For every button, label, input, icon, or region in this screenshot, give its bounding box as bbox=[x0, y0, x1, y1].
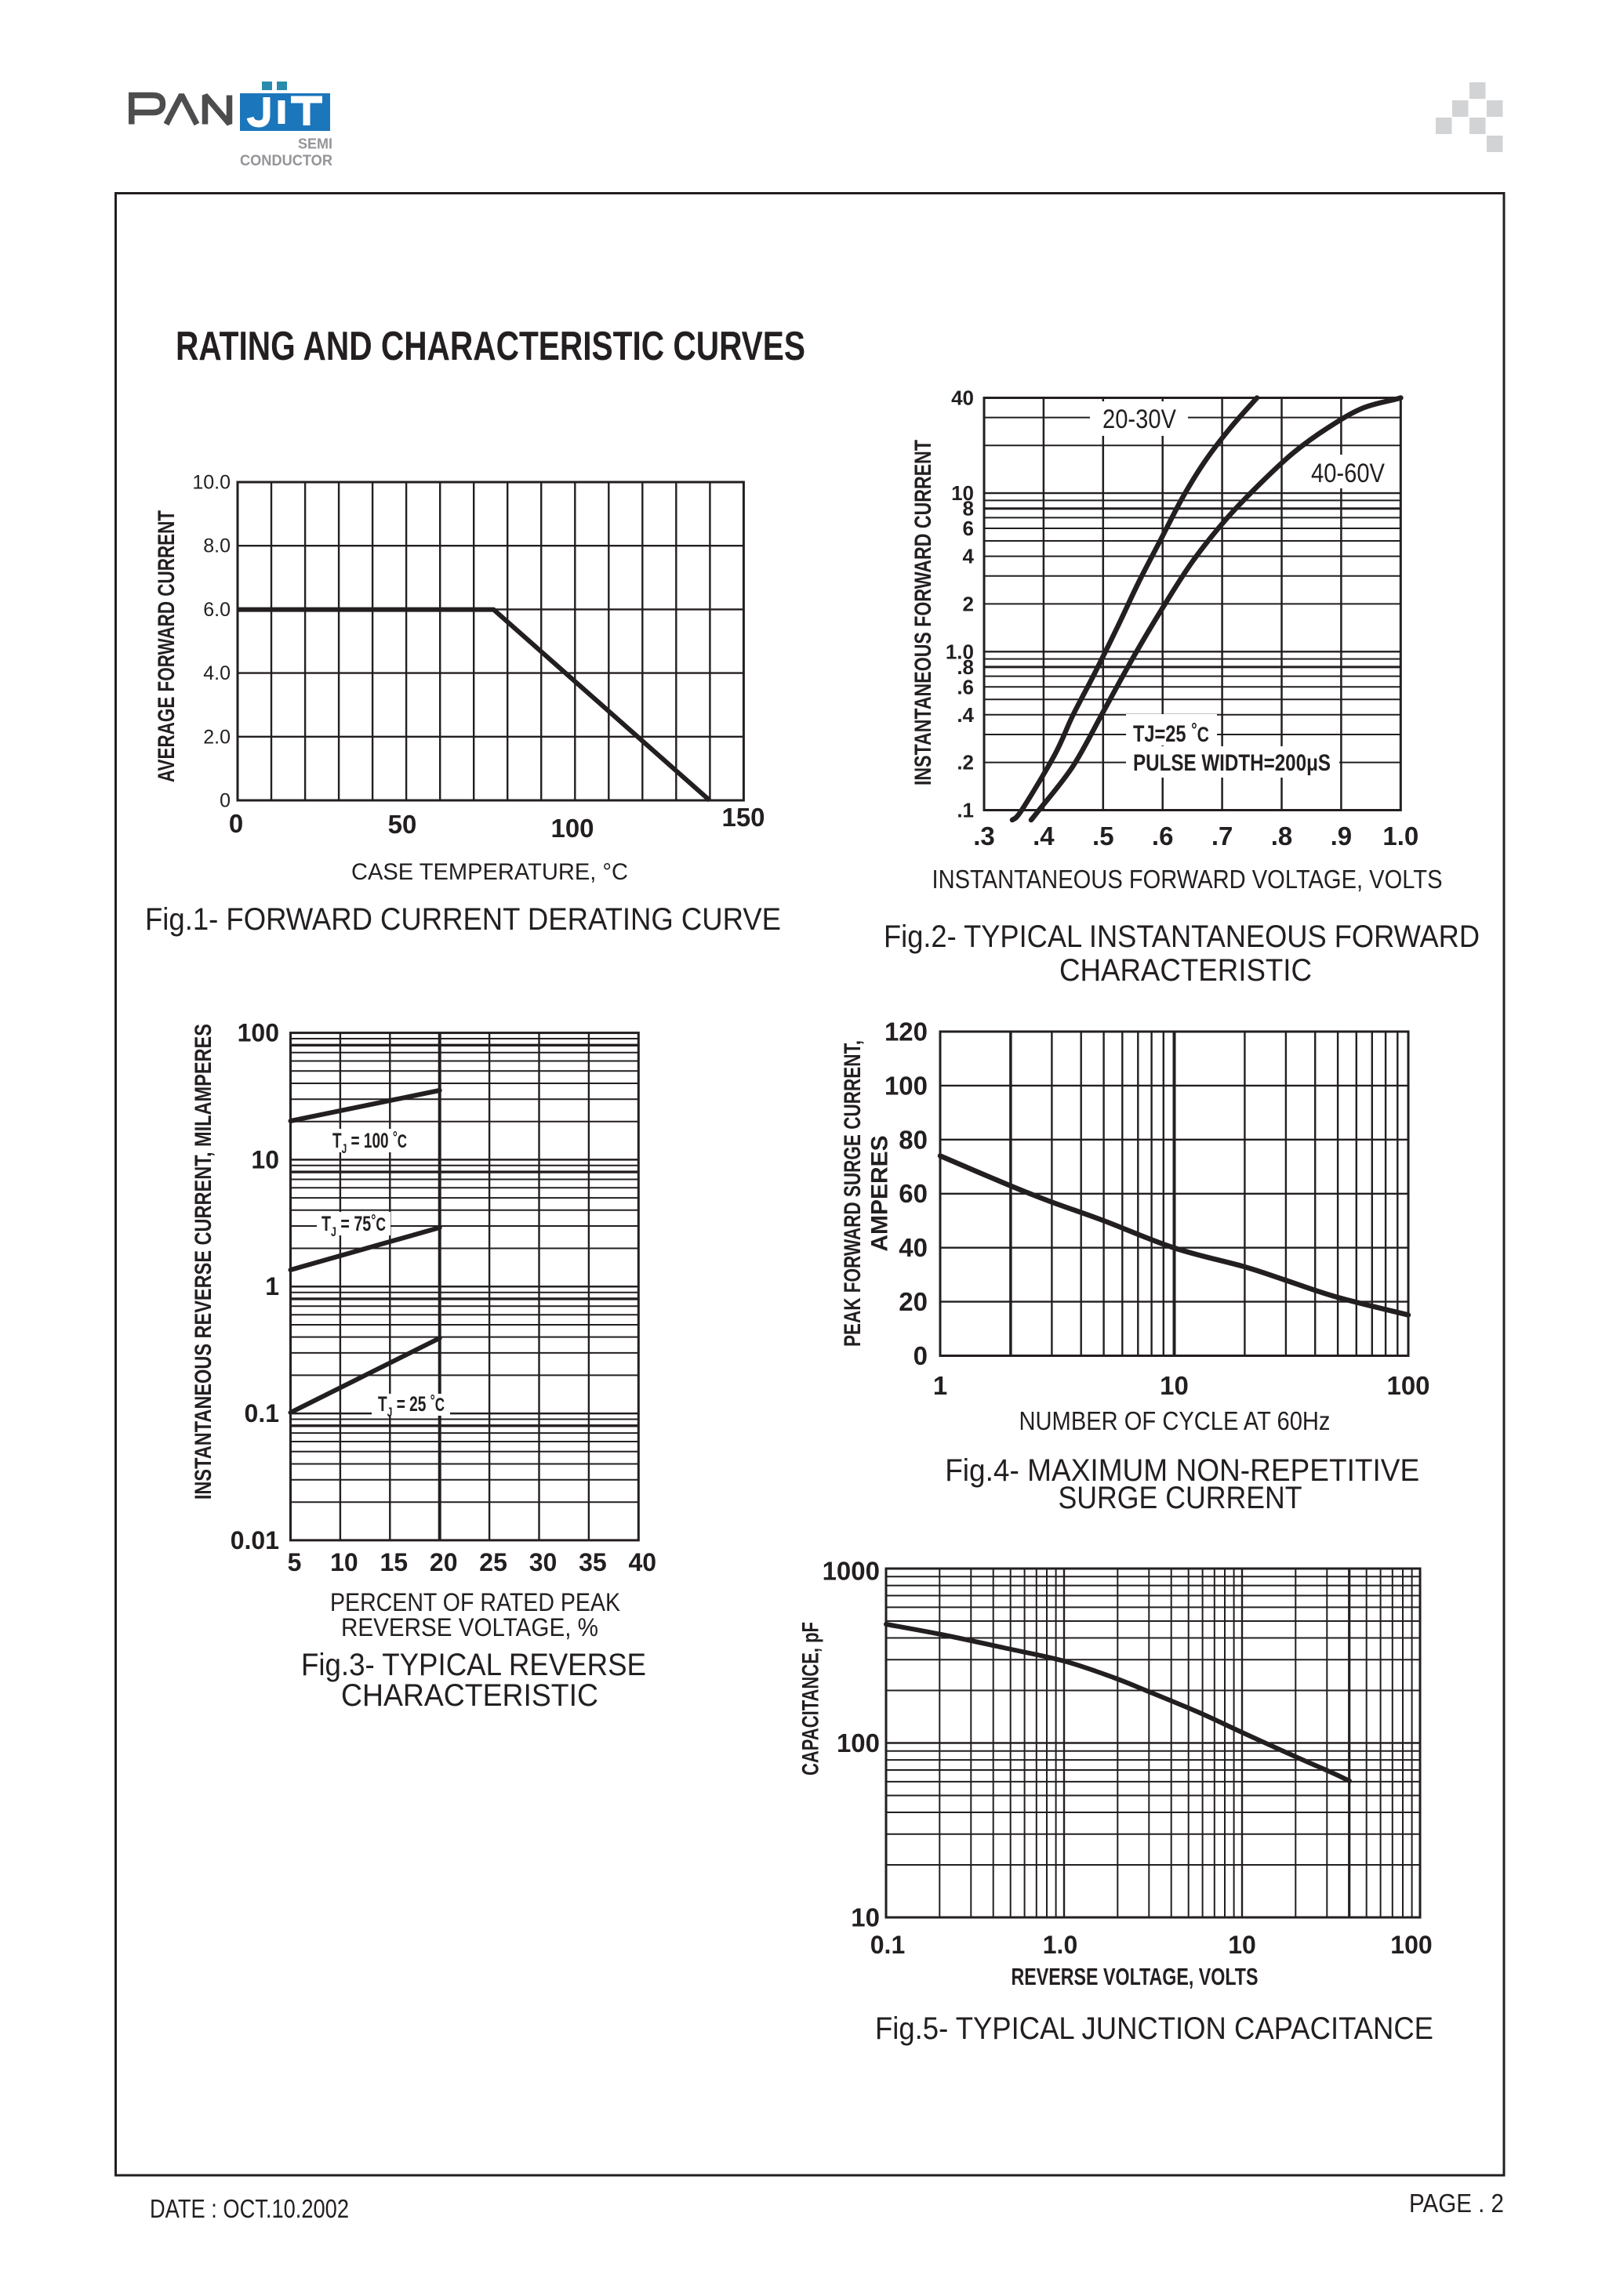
svg-text:150: 150 bbox=[721, 803, 765, 832]
svg-text:20: 20 bbox=[899, 1287, 928, 1316]
svg-text:PERCENT OF RATED PEAK: PERCENT OF RATED PEAK bbox=[330, 1588, 620, 1616]
svg-text:PULSE WIDTH=200μS: PULSE WIDTH=200μS bbox=[1133, 750, 1331, 776]
svg-text:0.1: 0.1 bbox=[245, 1399, 279, 1427]
svg-text:.1: .1 bbox=[957, 799, 974, 822]
svg-text:10: 10 bbox=[1160, 1371, 1189, 1400]
svg-text:4: 4 bbox=[963, 545, 975, 568]
svg-text:Fig.1- FORWARD CURRENT DERATIN: Fig.1- FORWARD CURRENT DERATING CURVE bbox=[145, 902, 781, 937]
svg-text:REVERSE VOLTAGE, VOLTS: REVERSE VOLTAGE, VOLTS bbox=[1012, 1963, 1259, 1990]
svg-text:0: 0 bbox=[914, 1341, 928, 1370]
svg-text:100: 100 bbox=[837, 1728, 880, 1757]
svg-text:25: 25 bbox=[479, 1548, 507, 1576]
svg-text:1000: 1000 bbox=[823, 1557, 880, 1586]
svg-text:INSTANTANEOUS FORWARD VOLTAGE,: INSTANTANEOUS FORWARD VOLTAGE, VOLTS bbox=[932, 865, 1443, 894]
svg-text:1: 1 bbox=[265, 1272, 279, 1300]
svg-text:10: 10 bbox=[251, 1145, 279, 1173]
svg-text:10: 10 bbox=[851, 1903, 880, 1932]
svg-text:Fig.3- TYPICAL REVERSE: Fig.3- TYPICAL REVERSE bbox=[301, 1648, 646, 1682]
svg-text:40-60V: 40-60V bbox=[1311, 459, 1385, 488]
svg-text:20-30V: 20-30V bbox=[1102, 404, 1176, 434]
svg-text:CHARACTERISTIC: CHARACTERISTIC bbox=[1059, 953, 1312, 988]
svg-text:.2: .2 bbox=[957, 751, 974, 774]
svg-text:40: 40 bbox=[899, 1233, 928, 1262]
svg-text:.7: .7 bbox=[1211, 822, 1233, 851]
svg-text:.4: .4 bbox=[957, 703, 974, 727]
svg-text:SEMI: SEMI bbox=[298, 136, 332, 152]
svg-text:100: 100 bbox=[550, 814, 594, 843]
svg-text:10: 10 bbox=[951, 481, 974, 505]
svg-text:60: 60 bbox=[899, 1179, 928, 1208]
svg-text:15: 15 bbox=[380, 1548, 409, 1576]
svg-text:INSTANTANEOUS FORWARD CURRENT: INSTANTANEOUS FORWARD CURRENT bbox=[910, 440, 936, 785]
svg-text:NUMBER OF CYCLE AT 60Hz: NUMBER OF CYCLE AT 60Hz bbox=[1019, 1406, 1331, 1435]
svg-text:SURGE CURRENT: SURGE CURRENT bbox=[1059, 1481, 1302, 1515]
svg-text:100: 100 bbox=[884, 1071, 928, 1100]
svg-text:2: 2 bbox=[963, 593, 974, 616]
svg-text:0: 0 bbox=[220, 790, 231, 812]
svg-text:CASE TEMPERATURE, °C: CASE TEMPERATURE, °C bbox=[351, 859, 628, 885]
svg-text:.6: .6 bbox=[1152, 822, 1174, 851]
svg-text:2.0: 2.0 bbox=[203, 726, 231, 748]
svg-text:INSTANTANEOUS REVERSE CURRENT,: INSTANTANEOUS REVERSE CURRENT, MILAMPERE… bbox=[191, 1024, 216, 1500]
svg-text:40: 40 bbox=[951, 386, 974, 410]
svg-text:100: 100 bbox=[1386, 1371, 1429, 1400]
svg-text:CONDUCTOR: CONDUCTOR bbox=[240, 153, 332, 169]
svg-text:10.0: 10.0 bbox=[192, 472, 231, 494]
svg-text:TJ=25 °C: TJ=25 °C bbox=[1133, 720, 1209, 747]
svg-text:40: 40 bbox=[629, 1548, 657, 1576]
svg-text:AMPERES: AMPERES bbox=[867, 1135, 893, 1251]
svg-text:Fig.4- MAXIMUM NON-REPETITIVE: Fig.4- MAXIMUM NON-REPETITIVE bbox=[945, 1453, 1419, 1488]
svg-text:RATING AND CHARACTERISTIC CURV: RATING AND CHARACTERISTIC CURVES bbox=[176, 324, 805, 369]
svg-text:100: 100 bbox=[1390, 1931, 1432, 1959]
svg-text:1: 1 bbox=[933, 1371, 947, 1400]
svg-text:1.0: 1.0 bbox=[1043, 1931, 1077, 1959]
svg-text:8.0: 8.0 bbox=[203, 535, 231, 557]
svg-text:0: 0 bbox=[229, 809, 243, 838]
svg-text:20: 20 bbox=[430, 1548, 458, 1576]
svg-text:PEAK FORWARD SURGE CURRENT,: PEAK FORWARD SURGE CURRENT, bbox=[840, 1040, 866, 1347]
svg-text:100: 100 bbox=[238, 1019, 279, 1047]
svg-text:10: 10 bbox=[1228, 1931, 1256, 1959]
svg-text:.9: .9 bbox=[1331, 822, 1353, 851]
svg-text:6: 6 bbox=[963, 517, 974, 540]
svg-text:4.0: 4.0 bbox=[203, 662, 231, 684]
svg-text:1.0: 1.0 bbox=[1382, 822, 1418, 851]
svg-text:0.01: 0.01 bbox=[231, 1526, 279, 1554]
svg-text:DATE : OCT.10.2002: DATE : OCT.10.2002 bbox=[150, 2194, 349, 2223]
svg-text:8: 8 bbox=[963, 497, 974, 520]
svg-text:.3: .3 bbox=[973, 822, 995, 851]
svg-text:0.1: 0.1 bbox=[870, 1931, 905, 1959]
svg-text:.5: .5 bbox=[1092, 822, 1114, 851]
svg-text:1.0: 1.0 bbox=[946, 640, 974, 663]
svg-text:.8: .8 bbox=[957, 655, 974, 679]
svg-text:PAGE . 2: PAGE . 2 bbox=[1409, 2189, 1504, 2218]
svg-text:120: 120 bbox=[884, 1017, 928, 1046]
svg-text:80: 80 bbox=[899, 1125, 928, 1154]
svg-text:.6: .6 bbox=[957, 675, 974, 698]
svg-text:Fig.2- TYPICAL INSTANTANEOUS F: Fig.2- TYPICAL INSTANTANEOUS FORWARD bbox=[884, 919, 1480, 954]
svg-text:30: 30 bbox=[529, 1548, 558, 1576]
svg-text:10: 10 bbox=[330, 1548, 358, 1576]
svg-text:.8: .8 bbox=[1271, 822, 1293, 851]
svg-text:.4: .4 bbox=[1033, 822, 1055, 851]
svg-text:50: 50 bbox=[388, 810, 417, 839]
svg-text:6.0: 6.0 bbox=[203, 599, 231, 621]
svg-text:REVERSE VOLTAGE, %: REVERSE VOLTAGE, % bbox=[341, 1613, 598, 1641]
svg-text:5: 5 bbox=[288, 1548, 302, 1576]
svg-text:35: 35 bbox=[579, 1548, 607, 1576]
svg-text:Fig.5- TYPICAL JUNCTION CAPACI: Fig.5- TYPICAL JUNCTION CAPACITANCE bbox=[875, 2011, 1433, 2046]
svg-text:AVERAGE FORWARD CURRENT: AVERAGE FORWARD CURRENT bbox=[154, 510, 180, 782]
svg-text:CHARACTERISTIC: CHARACTERISTIC bbox=[341, 1678, 598, 1713]
svg-text:CAPACITANCE, pF: CAPACITANCE, pF bbox=[798, 1622, 824, 1776]
